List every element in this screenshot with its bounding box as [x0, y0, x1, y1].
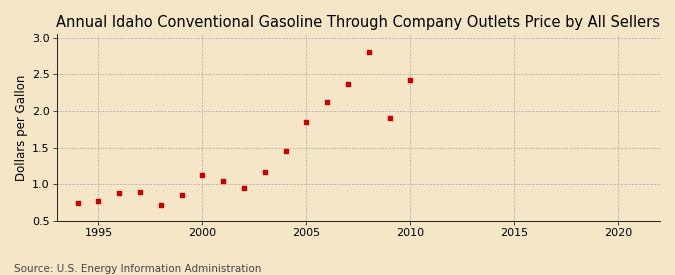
Point: [176, 193, 187, 197]
Point: [363, 50, 374, 54]
Point: [197, 173, 208, 177]
Point: [72, 201, 83, 206]
Point: [322, 100, 333, 104]
Point: [384, 116, 395, 120]
Point: [259, 170, 270, 174]
Point: [405, 78, 416, 82]
Point: [239, 186, 250, 190]
Point: [343, 82, 354, 86]
Point: [114, 191, 125, 195]
Point: [218, 179, 229, 184]
Point: [134, 190, 145, 195]
Title: Annual Idaho Conventional Gasoline Through Company Outlets Price by All Sellers: Annual Idaho Conventional Gasoline Throu…: [57, 15, 660, 30]
Y-axis label: Dollars per Gallon: Dollars per Gallon: [15, 74, 28, 181]
Point: [155, 203, 166, 207]
Point: [93, 198, 104, 203]
Point: [301, 120, 312, 124]
Point: [280, 148, 291, 153]
Text: Source: U.S. Energy Information Administration: Source: U.S. Energy Information Administ…: [14, 264, 261, 274]
